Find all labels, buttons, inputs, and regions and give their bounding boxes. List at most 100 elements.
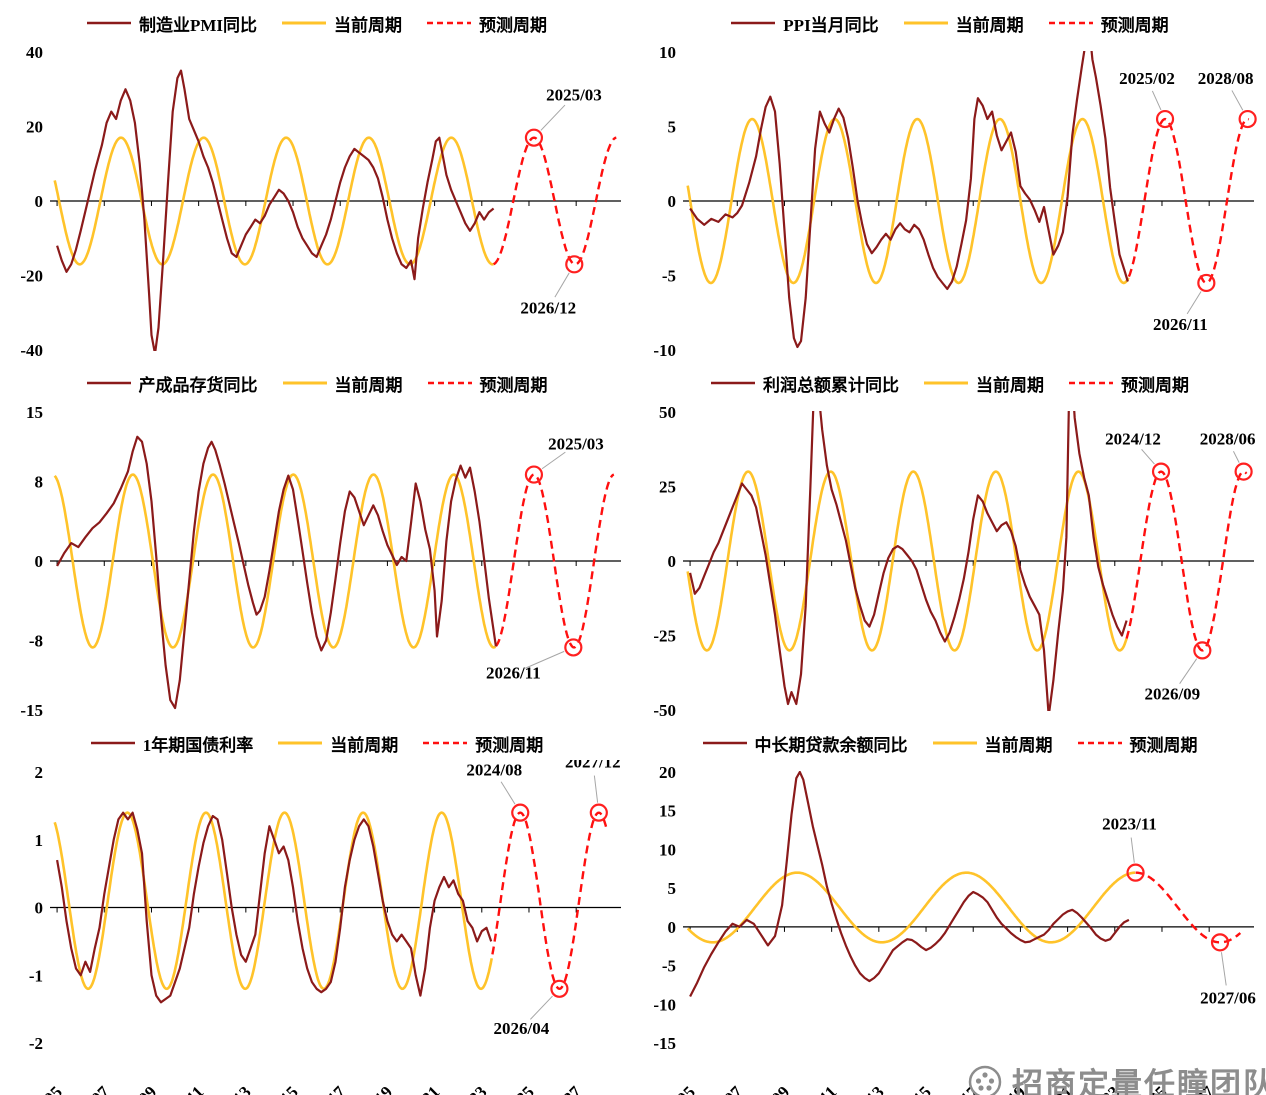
y-tick-label: -25 (653, 627, 676, 646)
cycle-line-sample (924, 381, 968, 385)
cycle-series (686, 117, 1130, 285)
chart-plot: 50 25 0 -25 -50 2024/12 2028/06 2026/09 (653, 403, 1256, 720)
legend-item: 当前周期 (277, 731, 398, 756)
cycle-line-sample (903, 21, 948, 25)
annotation-date-label: 2028/06 (1200, 430, 1256, 449)
annotation-leader-line (541, 451, 566, 470)
chart-plot: 20151050-5-10-15200520072009201120132015… (653, 763, 1256, 1095)
annotation-circle (565, 255, 584, 274)
annotation-date-label: 2025/03 (546, 86, 602, 105)
y-tick-label: 0 (668, 918, 677, 937)
cycle-series (53, 811, 493, 991)
cycle-line-sample (282, 381, 327, 385)
y-tick-label: 15 (26, 403, 43, 422)
y-tick-label: -40 (20, 341, 43, 360)
legend-label: 预测周期 (1129, 735, 1198, 755)
forecast-series (1127, 117, 1250, 285)
y-tick-label: 5 (668, 879, 677, 898)
annotation-date-label: 2026/11 (486, 663, 541, 682)
annotation-date-label: 2027/06 (1200, 988, 1256, 1007)
y-tick-label: -15 (653, 1034, 676, 1053)
legend-item: 当前周期 (903, 11, 1024, 36)
cycle-series (686, 871, 1136, 944)
x-tick-label: 2005 (661, 1082, 698, 1095)
annotation-circle (589, 803, 608, 822)
chart-legend: 利润总额累计同比 当前周期 预测周期 (633, 360, 1266, 400)
history-line-sample (90, 741, 135, 745)
history-series (56, 69, 495, 351)
annotation-leader-line (1179, 658, 1198, 684)
legend-item: 1年期国债利率 (90, 731, 253, 756)
annotation-leader-line (1220, 952, 1227, 986)
x-tick-label: 2025 (500, 1082, 537, 1095)
cycle-series (53, 136, 494, 266)
legend-label: 制造业PMI同比 (138, 15, 258, 35)
y-tick-label: -1 (29, 966, 43, 985)
cycle-line-sample (932, 741, 977, 745)
legend-label: 预测周期 (479, 375, 548, 395)
y-tick-label: 40 (26, 43, 43, 62)
legend-item: 预测周期 (427, 371, 548, 396)
annotation-leader-line (500, 781, 516, 805)
chart-panel-inventory: 产成品存货同比 当前周期 预测周期 15 8 0 -8 -15 2025/03 2026/11 (0, 360, 633, 720)
chart-panel-treasury-1y: 1年期国债利率 当前周期 预测周期 2 1 0 -1 -2 2005 2007 2009 2011 20… (0, 720, 633, 1095)
x-tick-label: 2013 (850, 1082, 887, 1095)
x-tick-label: 2009 (123, 1082, 160, 1095)
annotation-circle (564, 638, 583, 657)
y-tick-label: -50 (653, 701, 676, 720)
history-series (56, 811, 493, 1004)
forecast-line-sample (1069, 381, 1113, 385)
legend-item: 预测周期 (1068, 371, 1189, 396)
forecast-series (1125, 470, 1248, 652)
annotation-circle (1155, 109, 1175, 129)
annotation-leader-line (1186, 291, 1202, 315)
y-tick-label: -10 (653, 341, 676, 360)
annotation-date-label: 2026/11 (1153, 315, 1208, 334)
legend-label: 预测周期 (479, 15, 548, 35)
chart-legend: 中长期贷款余额同比 当前周期 预测周期 (633, 720, 1266, 760)
forecast-series (491, 811, 608, 991)
history-line-sample (731, 21, 776, 25)
annotation-date-label: 2026/12 (520, 298, 576, 317)
annotation-circle (524, 128, 544, 147)
y-tick-label: 10 (659, 840, 676, 859)
history-line-sample (711, 381, 755, 385)
chart-plot: 15 8 0 -8 -15 2025/03 2026/11 (20, 403, 621, 720)
chart-legend: 产成品存货同比 当前周期 预测周期 (0, 360, 633, 400)
y-tick-label: 50 (659, 403, 676, 422)
legend-label: 当前周期 (976, 375, 1044, 395)
forecast-series (493, 136, 617, 266)
y-tick-label: 0 (668, 552, 677, 571)
chart-panel-profit: 利润总额累计同比 当前周期 预测周期 50 25 0 -25 -50 2024/12 2028/0… (633, 360, 1266, 721)
y-tick-label: 8 (35, 473, 44, 492)
forecast-line-sample (1048, 21, 1093, 25)
x-tick-label: 2023 (453, 1082, 490, 1095)
annotation-date-label: 2024/12 (1105, 430, 1161, 449)
chart-panel-manufacturing-pmi: 制造业PMI同比 当前周期 预测周期 40 20 0 -20 -40 2025/03 2026/1… (0, 0, 633, 360)
x-tick-label: 2019 (359, 1082, 396, 1095)
annotation-circle (1193, 641, 1212, 660)
cycle-line-sample (278, 741, 323, 745)
annotation-leader-line (593, 775, 599, 803)
annotation-date-label: 2028/08 (1198, 69, 1254, 88)
y-tick-label: 25 (659, 478, 676, 497)
y-tick-label: 20 (26, 118, 43, 137)
x-tick-label: 2009 (756, 1082, 793, 1095)
legend-item: 预测周期 (426, 11, 547, 36)
y-tick-label: -10 (653, 995, 676, 1014)
y-tick-label: 15 (659, 802, 676, 821)
annotation-date-label: 2025/03 (548, 435, 604, 454)
y-tick-label: -15 (20, 701, 43, 720)
legend-item: 预测周期 (1048, 11, 1169, 36)
history-series (56, 435, 497, 710)
annotation-circle (524, 465, 544, 484)
forecast-line-sample (427, 21, 472, 25)
annotation-leader-line (525, 650, 565, 669)
x-tick-label: 2027 (548, 1082, 586, 1095)
y-tick-label: 1 (35, 831, 44, 850)
y-tick-label: -5 (662, 957, 676, 976)
annotation-date-label: 2024/08 (466, 761, 522, 780)
